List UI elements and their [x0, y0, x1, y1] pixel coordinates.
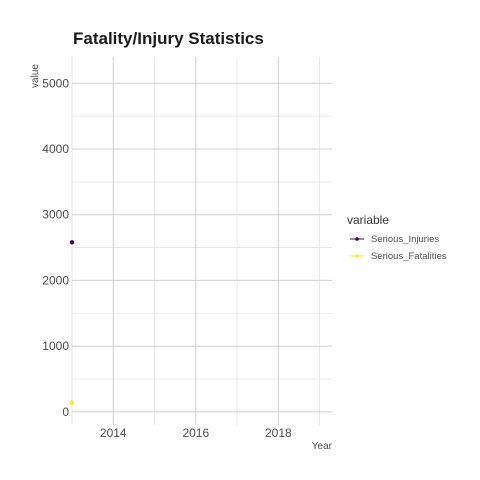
data-marks — [69, 240, 75, 405]
legend-label: Serious_Fatalities — [371, 251, 447, 262]
y-tick-label: 3000 — [42, 208, 69, 222]
y-tick-label: 4000 — [42, 142, 69, 156]
y-axis-title: value — [30, 64, 41, 88]
data-point — [69, 240, 75, 245]
x-tick-label: 2018 — [265, 426, 292, 440]
legend: variable Serious_Injuries Serious_Fatalit… — [347, 213, 447, 262]
x-tick-label: 2016 — [182, 426, 209, 440]
y-tick-label: 2000 — [42, 273, 69, 287]
y-tick-label: 5000 — [42, 76, 69, 90]
y-tick-labels: 0 1000 2000 3000 4000 5000 — [42, 76, 69, 419]
legend-title: variable — [347, 213, 389, 227]
chart-title: Fatality/Injury Statistics — [73, 29, 264, 48]
legend-key-point — [355, 237, 359, 241]
legend-key-point — [355, 254, 359, 258]
y-tick-label: 1000 — [42, 339, 69, 353]
legend-label: Serious_Injuries — [371, 234, 439, 245]
grid — [71, 57, 332, 425]
x-axis-title: Year — [312, 441, 333, 452]
data-point — [69, 400, 75, 405]
x-tick-labels: 2014 2016 2018 — [100, 426, 292, 440]
y-tick-label: 0 — [62, 405, 69, 419]
x-tick-label: 2014 — [100, 426, 127, 440]
legend-items: Serious_Injuries Serious_Fatalities — [350, 234, 447, 262]
